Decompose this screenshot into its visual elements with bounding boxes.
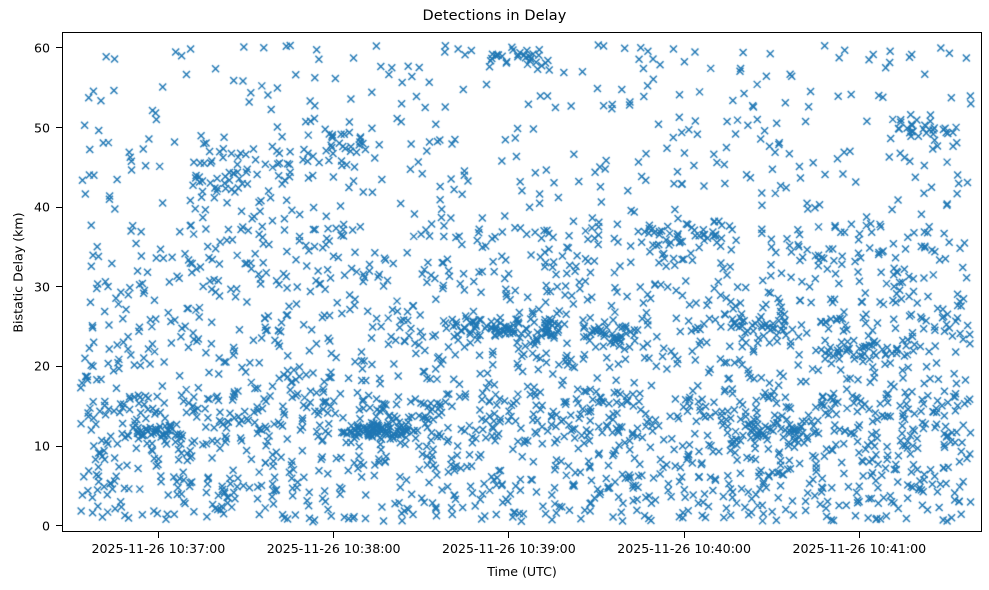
x-tick-label: 2025-11-26 10:41:00 bbox=[792, 541, 927, 556]
y-tick-label: 20 bbox=[33, 358, 50, 374]
x-tick-label: 2025-11-26 10:40:00 bbox=[617, 541, 751, 556]
y-tick-mark bbox=[56, 47, 62, 49]
x-tick-label: 2025-11-26 10:39:00 bbox=[441, 541, 576, 556]
chart-title: Detections in Delay bbox=[422, 8, 567, 24]
y-tick-label: 40 bbox=[33, 199, 50, 215]
x-tick-mark bbox=[157, 532, 159, 538]
scatter-plot-points bbox=[63, 33, 981, 531]
y-tick-mark bbox=[56, 365, 62, 367]
x-tick-mark bbox=[508, 532, 510, 538]
y-tick-mark bbox=[56, 206, 62, 208]
y-tick-mark bbox=[56, 525, 62, 527]
y-tick-label: 50 bbox=[33, 120, 50, 136]
x-tick-label: 2025-11-26 10:37:00 bbox=[91, 541, 226, 556]
y-tick-mark bbox=[56, 286, 62, 288]
y-tick-mark bbox=[56, 127, 62, 129]
x-tick-label: 2025-11-26 10:38:00 bbox=[266, 541, 401, 556]
x-tick-mark bbox=[333, 532, 335, 538]
x-tick-mark bbox=[858, 532, 860, 538]
x-axis-label: Time (UTC) bbox=[487, 564, 557, 579]
y-tick-label: 60 bbox=[33, 40, 50, 56]
plot-axes-area bbox=[62, 32, 982, 532]
x-tick-mark bbox=[683, 532, 685, 538]
y-tick-mark bbox=[56, 445, 62, 447]
y-tick-label: 10 bbox=[33, 438, 50, 454]
y-tick-label: 30 bbox=[33, 279, 50, 295]
y-tick-label: 0 bbox=[41, 518, 50, 534]
